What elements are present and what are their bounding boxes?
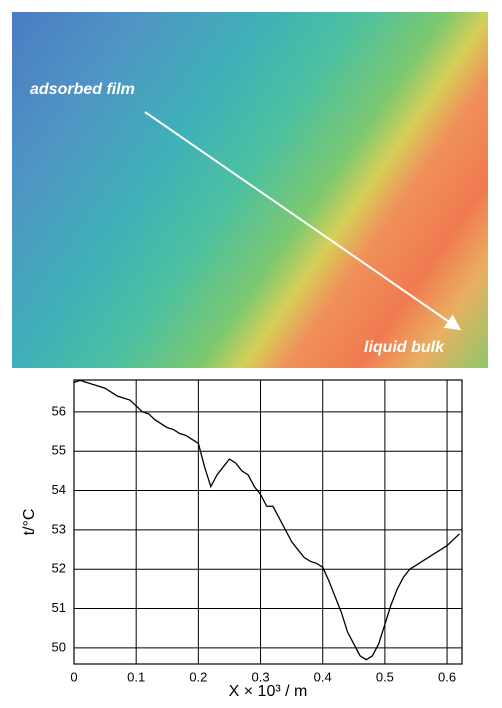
y-tick-label: 53 (52, 521, 66, 536)
x-tick-label: 0.2 (189, 669, 207, 684)
image-overlay: adsorbed film liquid bulk (30, 81, 462, 356)
y-tick-label: 54 (52, 482, 66, 497)
x-tick-label: 0.1 (127, 669, 145, 684)
x-axis-label: X × 10³ / m (229, 683, 308, 700)
plot-frame (73, 379, 463, 665)
x-tick-label: 0.4 (314, 669, 332, 684)
y-tick-label: 51 (52, 600, 66, 615)
x-tick-label: 0.6 (438, 669, 456, 684)
y-tick-label: 52 (52, 561, 66, 576)
x-tick-label: 0.3 (251, 669, 269, 684)
y-tick-label: 50 (52, 639, 66, 654)
y-tick-label: 55 (52, 443, 66, 458)
y-axis-label: t/°C (21, 509, 38, 536)
image-label: adsorbed film (30, 81, 135, 98)
data-line (73, 379, 460, 661)
image-label: liquid bulk (364, 339, 445, 356)
x-tick-label: 0.5 (376, 669, 394, 684)
y-tick-label: 56 (52, 403, 66, 418)
x-tick-label: 0 (70, 669, 77, 684)
arrow (144, 111, 462, 331)
thermal-image: adsorbed film liquid bulk (12, 12, 488, 368)
